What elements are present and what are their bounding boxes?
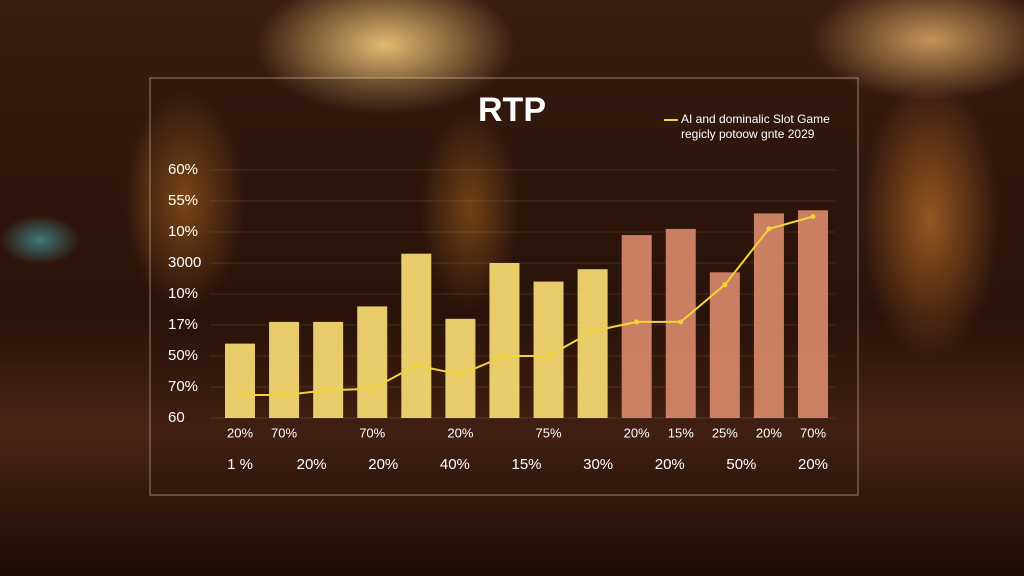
x-tick-label: 25%	[712, 425, 738, 440]
x-secondary-label: 20%	[798, 456, 828, 473]
line-point	[634, 319, 640, 325]
line-point	[722, 282, 728, 288]
legend-note: regicly potoow gnte 2029	[681, 127, 815, 141]
y-tick-label: 50%	[168, 347, 198, 364]
y-tick-label: 10%	[168, 285, 198, 302]
y-tick-label: 3000	[168, 254, 201, 271]
y-tick-label: 60	[168, 409, 185, 426]
y-tick-label: 17%	[168, 316, 198, 333]
bar	[753, 213, 784, 418]
bar	[445, 318, 476, 418]
x-secondary-label: 20%	[368, 456, 398, 473]
bar	[577, 269, 608, 418]
y-tick-label: 70%	[168, 378, 198, 395]
legend-label: AI and dominalic Slot Game	[681, 112, 830, 126]
x-secondary-label: 40%	[440, 456, 470, 473]
x-tick-label: 20%	[756, 425, 782, 440]
bar	[225, 343, 255, 418]
x-secondary-label: 50%	[726, 456, 756, 473]
line-point	[369, 386, 375, 392]
x-tick-label: 20%	[227, 425, 253, 440]
line-point	[590, 328, 596, 334]
x-secondary-label: 30%	[583, 456, 613, 473]
line-point	[678, 319, 684, 325]
bar	[621, 235, 652, 418]
line-point	[546, 353, 552, 359]
line-point	[325, 387, 331, 393]
x-secondary-label: 15%	[511, 456, 541, 473]
y-tick-label: 60%	[168, 161, 198, 178]
line-point	[766, 226, 772, 232]
x-secondary-label: 1 %	[227, 456, 253, 473]
line-point	[237, 392, 243, 398]
chart-title: RTP	[478, 91, 546, 129]
bar	[798, 210, 828, 418]
bar	[357, 306, 388, 418]
line-point	[281, 392, 287, 398]
x-tick-label: 20%	[624, 425, 650, 440]
line-point	[810, 214, 816, 219]
y-tick-label: 10%	[168, 223, 198, 240]
line-point	[457, 372, 463, 378]
line	[240, 215, 814, 397]
bar	[269, 321, 300, 418]
bar	[313, 321, 344, 418]
y-tick-label: 55%	[168, 192, 198, 209]
x-tick-label: 70%	[800, 425, 826, 440]
x-tick-label: 75%	[536, 425, 562, 440]
bar	[489, 263, 520, 418]
bar	[401, 253, 432, 418]
x-secondary-label: 20%	[297, 456, 327, 473]
bar	[709, 272, 740, 418]
x-tick-label: 70%	[271, 425, 297, 440]
x-tick-label: 20%	[447, 425, 473, 440]
x-tick-label: 70%	[359, 425, 385, 440]
x-tick-label: 15%	[668, 425, 694, 440]
line-point	[413, 362, 419, 368]
line-point	[501, 353, 507, 359]
x-secondary-label: 20%	[655, 456, 685, 473]
